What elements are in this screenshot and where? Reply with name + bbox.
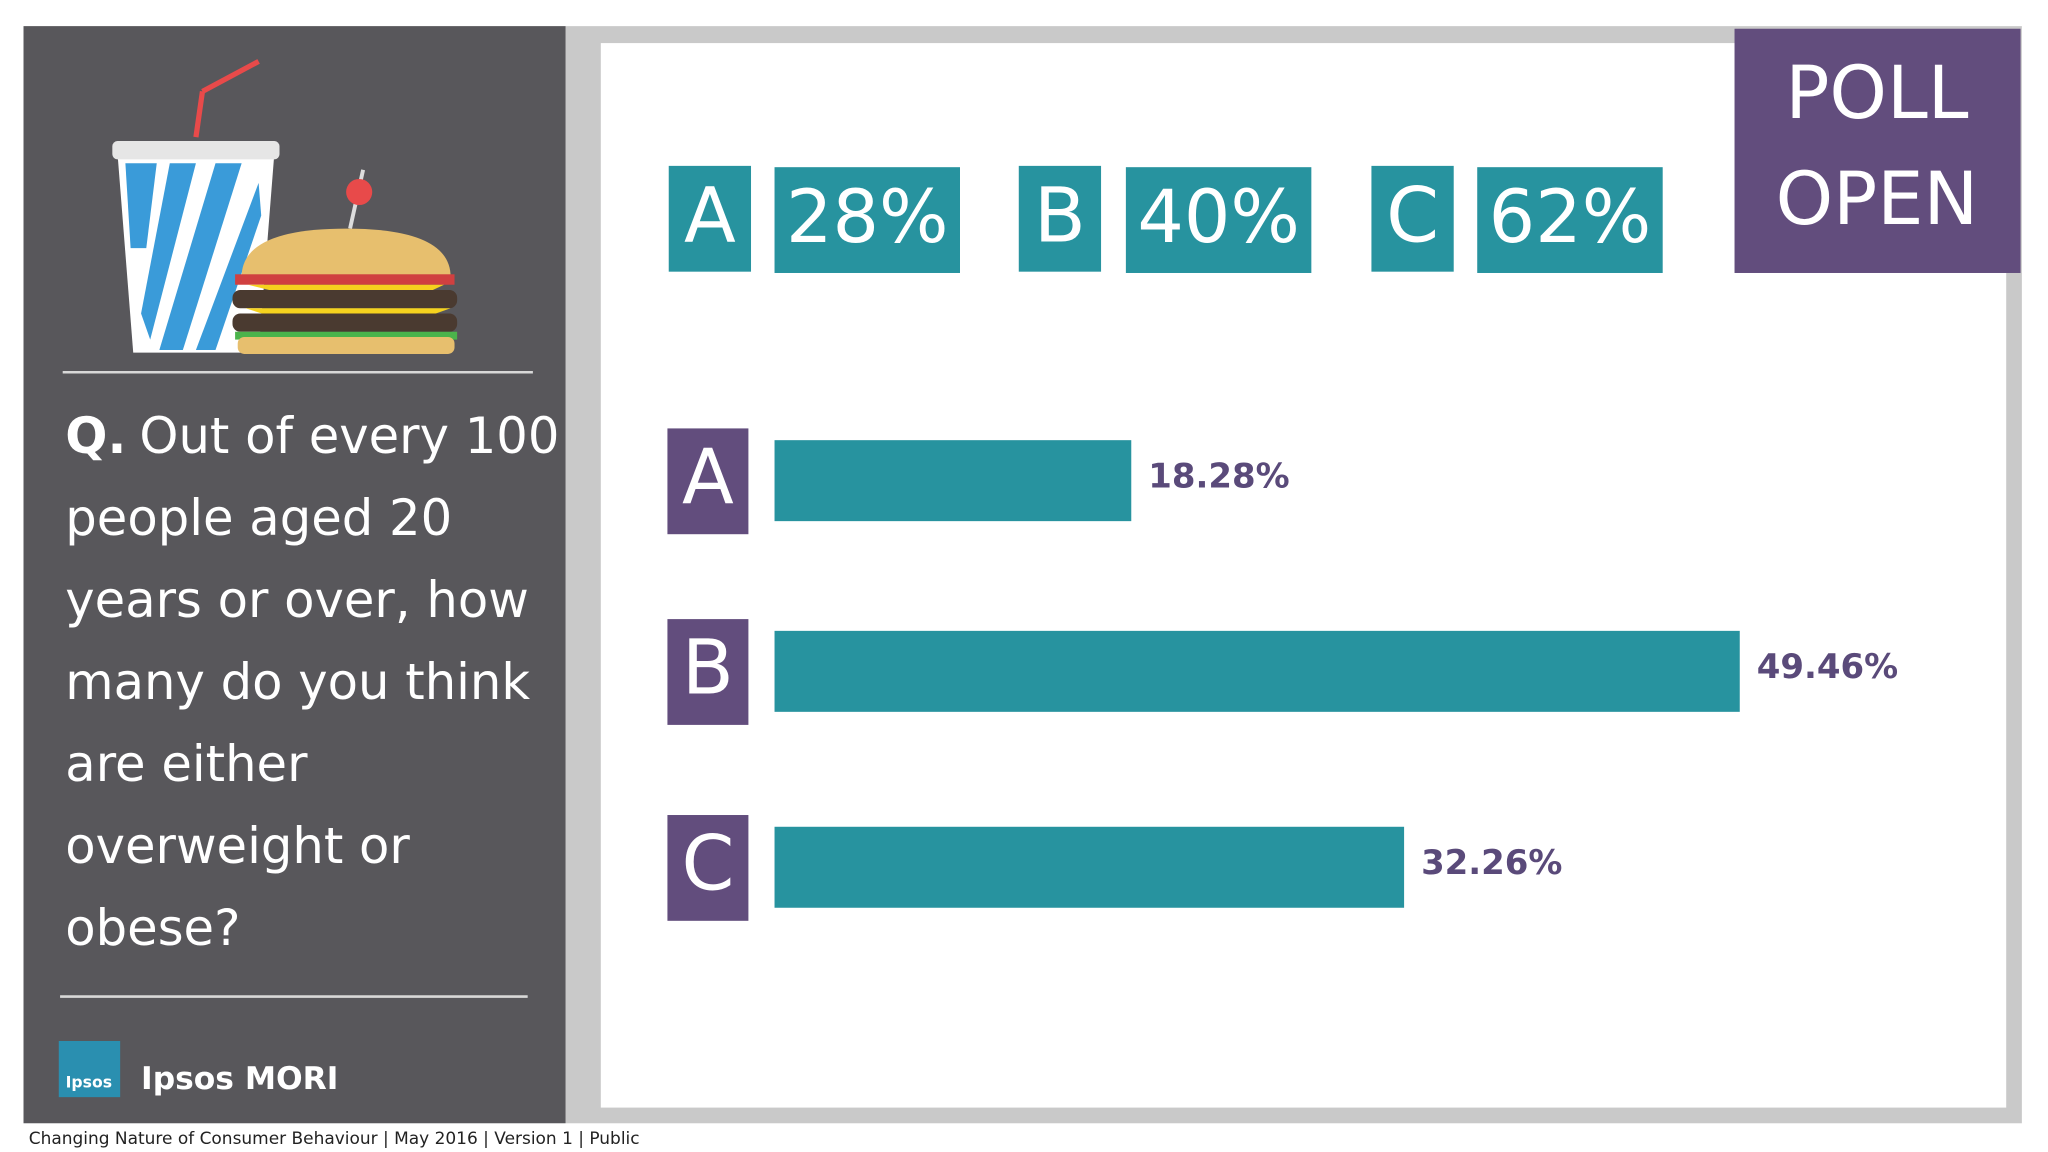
answer-text-box — [1125, 167, 1312, 273]
food-illustration — [112, 59, 458, 354]
question-line: people aged 20 — [65, 488, 452, 546]
logo-icon — [58, 1040, 121, 1098]
category-label: B — [682, 624, 734, 712]
category-box — [667, 428, 749, 535]
answer-letter: B — [1034, 172, 1086, 260]
answer-text-box — [774, 167, 960, 273]
question-line: obese? — [65, 899, 240, 957]
bar — [774, 440, 1132, 522]
category-box — [667, 815, 749, 921]
question-line: many do you think — [65, 652, 530, 710]
question-line: years or over, how — [65, 570, 529, 628]
value-label: 18.28% — [1148, 457, 1289, 497]
answer-text: 28% — [786, 175, 949, 260]
logo-icon-text: Ipsos — [66, 1072, 112, 1091]
answer-text: 62% — [1489, 175, 1652, 260]
status-text: POLL — [1785, 51, 1968, 136]
value-label: 32.26% — [1421, 843, 1562, 883]
category-label: A — [682, 433, 734, 521]
category-box — [667, 619, 749, 725]
answer-letter: A — [684, 172, 736, 260]
category-label: C — [681, 820, 734, 908]
answer-letter-box — [1371, 165, 1454, 272]
answer-text: 40% — [1137, 175, 1300, 260]
footer: Changing Nature of Consumer Behaviour | … — [29, 1129, 640, 1149]
value-label: 49.46% — [1757, 647, 1898, 687]
question-line: Out of every 100 — [139, 406, 559, 464]
question-prefix: Q. — [65, 406, 126, 464]
bar — [774, 826, 1405, 908]
answer-letter: C — [1386, 172, 1439, 260]
status-text: OPEN — [1776, 157, 1979, 242]
question: Q. Out of every 100 people aged 20 years or… — [65, 406, 559, 956]
question-line: are either — [65, 734, 308, 792]
bar — [774, 630, 1740, 712]
answer-letter-box — [1018, 165, 1102, 272]
answer-text-box — [1477, 167, 1663, 273]
sidebar — [23, 26, 566, 1124]
logo-name: Ipsos MORI — [141, 1061, 338, 1097]
status-box — [1734, 28, 2021, 273]
question-line: overweight or — [65, 816, 410, 874]
answer-letter-box — [668, 165, 752, 272]
